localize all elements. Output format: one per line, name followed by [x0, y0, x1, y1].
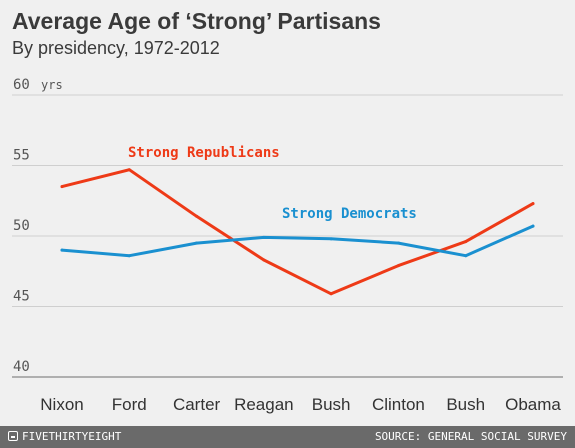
y-tick-label: 40 [13, 359, 30, 375]
x-tick-label: Bush [446, 395, 485, 414]
data-point [61, 249, 64, 252]
data-point [464, 240, 467, 243]
x-tick-label: Carter [173, 395, 221, 414]
data-point [128, 254, 131, 257]
data-point [195, 242, 198, 245]
y-unit-label: yrs [41, 78, 63, 92]
x-tick-label: Reagan [234, 395, 294, 414]
y-tick-label: 60 [13, 77, 30, 93]
data-point [330, 292, 333, 295]
y-tick-label: 45 [13, 289, 30, 305]
x-tick-label: Obama [505, 395, 561, 414]
data-point [532, 202, 535, 205]
brand: FIVETHIRTYEIGHT [8, 430, 121, 443]
series-line-0 [62, 170, 533, 294]
line-chart: 40 45 50 55 60 yrs Nixon Ford Carter Reagan Bush C… [0, 0, 575, 426]
data-point [464, 254, 467, 257]
data-point [397, 264, 400, 267]
footer-bar: FIVETHIRTYEIGHT SOURCE: GENERAL SOCIAL S… [0, 426, 575, 448]
gridlines [12, 95, 563, 377]
data-point [330, 237, 333, 240]
series-label-1: Strong Democrats [282, 206, 417, 222]
data-point [262, 258, 265, 261]
data-point [397, 242, 400, 245]
series-labels: Strong Republicans Strong Democrats [128, 145, 417, 222]
data-point [128, 168, 131, 171]
x-tick-label: Bush [312, 395, 351, 414]
series-label-0: Strong Republicans [128, 145, 280, 161]
series-lines [61, 168, 535, 295]
brand-name: FIVETHIRTYEIGHT [22, 430, 121, 443]
source-note: SOURCE: GENERAL SOCIAL SURVEY [375, 430, 567, 443]
y-tick-label: 55 [13, 148, 30, 164]
x-tick-label: Ford [112, 395, 147, 414]
fivethirtyeight-logo-icon [8, 431, 18, 441]
x-axis-ticks: Nixon Ford Carter Reagan Bush Clinton Bush Obam… [40, 395, 561, 414]
data-point [532, 225, 535, 228]
y-tick-label: 50 [13, 218, 30, 234]
x-tick-label: Nixon [40, 395, 83, 414]
data-point [195, 215, 198, 218]
data-point [61, 185, 64, 188]
x-tick-label: Clinton [372, 395, 425, 414]
series-line-1 [62, 226, 533, 256]
data-point [262, 236, 265, 239]
y-axis-ticks: 40 45 50 55 60 yrs [13, 77, 63, 375]
